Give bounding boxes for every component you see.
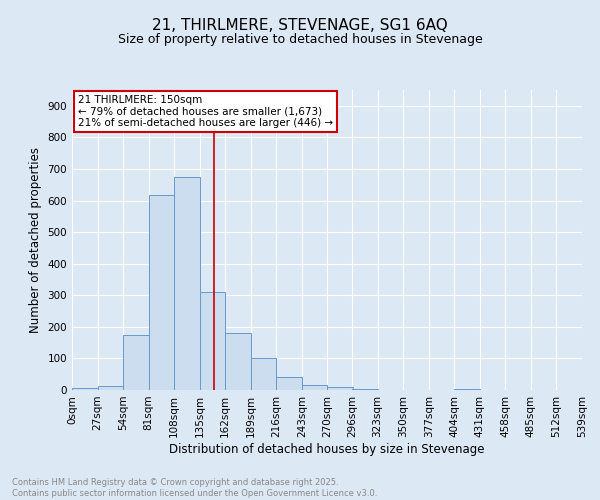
Bar [123, 334, 149, 390]
Bar [454, 389, 480, 390]
Bar [302, 386, 328, 390]
Text: 21 THIRLMERE: 150sqm
← 79% of detached houses are smaller (1,673)
21% of semi-de: 21 THIRLMERE: 150sqm ← 79% of detached h… [77, 94, 333, 128]
Bar [200, 292, 225, 390]
Text: Size of property relative to detached houses in Stevenage: Size of property relative to detached ho… [118, 32, 482, 46]
Bar [149, 195, 174, 390]
Bar [328, 386, 353, 390]
Bar [251, 358, 277, 390]
Y-axis label: Number of detached properties: Number of detached properties [29, 147, 42, 333]
Bar [225, 333, 251, 390]
Bar [277, 376, 302, 390]
Text: Contains HM Land Registry data © Crown copyright and database right 2025.
Contai: Contains HM Land Registry data © Crown c… [12, 478, 377, 498]
Bar [174, 177, 200, 390]
Text: 21, THIRLMERE, STEVENAGE, SG1 6AQ: 21, THIRLMERE, STEVENAGE, SG1 6AQ [152, 18, 448, 32]
Bar [72, 388, 98, 390]
Bar [98, 386, 123, 390]
X-axis label: Distribution of detached houses by size in Stevenage: Distribution of detached houses by size … [169, 442, 485, 456]
Bar [352, 388, 377, 390]
